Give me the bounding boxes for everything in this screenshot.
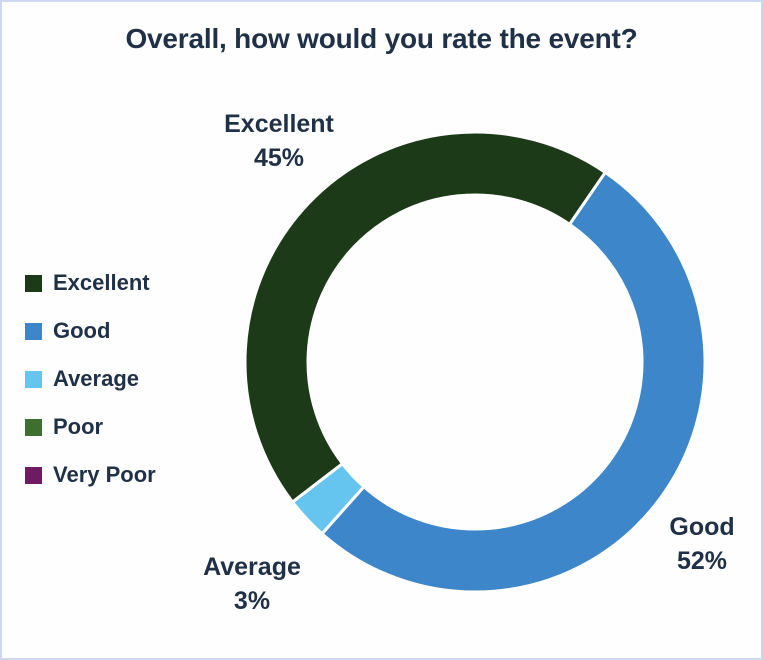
legend-label: Excellent	[53, 270, 150, 295]
legend-swatch-poor	[25, 418, 42, 436]
data-label-value: 45%	[253, 144, 305, 172]
legend-item-excellent: Excellent	[25, 267, 156, 299]
data-label-value: 3%	[233, 587, 271, 615]
legend-item-good: Good	[25, 315, 156, 347]
data-label-excellent: Excellent 45%	[224, 107, 334, 175]
data-label-category: Excellent	[224, 110, 334, 138]
legend-item-very-poor: Very Poor	[25, 459, 156, 491]
legend-item-average: Average	[25, 363, 156, 395]
donut-slice-good	[319, 170, 707, 594]
chart-title: Overall, how would you rate the event?	[125, 23, 638, 54]
legend-label: Good	[53, 318, 111, 343]
donut-slice-excellent	[243, 130, 608, 505]
data-label-value: 52%	[676, 547, 728, 575]
data-label-good: Good 52%	[669, 510, 734, 578]
legend-swatch-good	[25, 322, 42, 340]
data-label-average: Average 3%	[203, 550, 301, 618]
data-label-category: Average	[203, 553, 301, 581]
legend-swatch-excellent	[25, 274, 42, 292]
legend-label: Very Poor	[53, 462, 156, 487]
legend-item-poor: Poor	[25, 411, 156, 443]
legend-swatch-average	[25, 370, 42, 388]
legend-swatch-very-poor	[25, 466, 42, 484]
legend-label: Poor	[53, 414, 104, 439]
legend: Excellent Good Average Poor Very Poor	[25, 267, 156, 507]
donut-slice-average	[290, 461, 367, 536]
data-label-category: Good	[669, 513, 735, 541]
legend-label: Average	[53, 366, 140, 391]
